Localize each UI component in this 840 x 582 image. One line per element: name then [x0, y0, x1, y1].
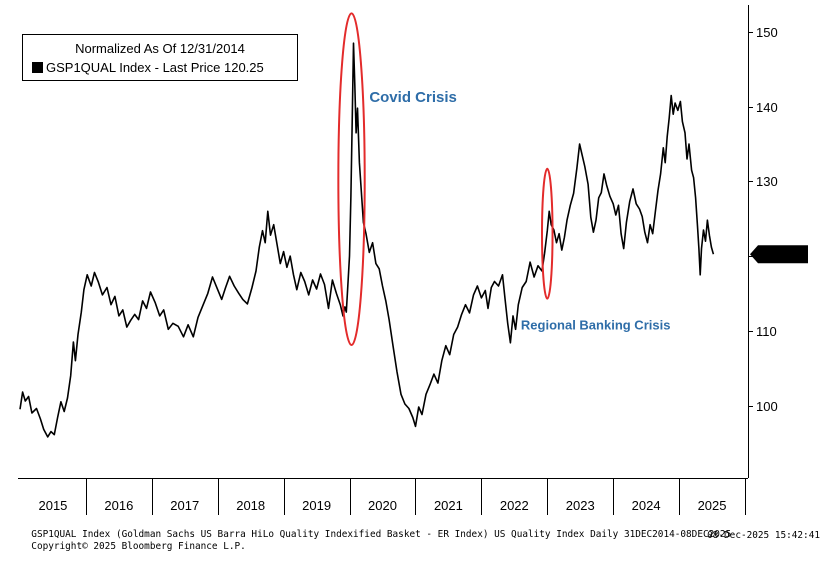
x-tick-label: 2018: [236, 498, 265, 513]
legend: Normalized As Of 12/31/2014 GSP1QUAL Ind…: [22, 34, 298, 81]
axes: [18, 5, 749, 479]
legend-title: Normalized As Of 12/31/2014: [75, 41, 245, 56]
regional-banking-crisis-label: Regional Banking Crisis: [521, 317, 671, 332]
highlight-layer: [337, 12, 554, 346]
x-tick-label: 2020: [368, 498, 397, 513]
last-price-tag-shape: [750, 245, 808, 264]
x-tick-label: 2021: [434, 498, 463, 513]
footer-source: GSP1QUAL Index (Goldman Sachs US Barra H…: [20, 518, 820, 540]
x-tick-label: 2023: [566, 498, 595, 513]
covid-crisis-label: Covid Crisis: [369, 89, 457, 106]
footer-copyright-row: Copyright© 2025 Bloomberg Finance L.P. 0…: [20, 530, 820, 563]
y-tick-label: 150: [756, 25, 778, 40]
last-price-tag: 120.25: [750, 245, 808, 264]
x-tick-label: 2017: [170, 498, 199, 513]
footer-copyright: Copyright© 2025 Bloomberg Finance L.P.: [31, 541, 246, 552]
x-tick-label: 2019: [302, 498, 331, 513]
series-layer: [19, 42, 715, 438]
y-tick-label: 100: [756, 399, 778, 414]
legend-entry: GSP1QUAL Index - Last Price 120.25: [32, 60, 264, 75]
x-tick-label: 2022: [500, 498, 529, 513]
x-tick-label: 2024: [632, 498, 661, 513]
y-tick-label: 140: [756, 100, 778, 115]
covid-crisis-highlight: [337, 12, 366, 346]
legend-swatch: [32, 62, 43, 73]
regional-banking-crisis-highlight: [541, 167, 554, 300]
footer-timestamp: 08-Dec-2025 15:42:41: [707, 530, 820, 541]
legend-entry-label: GSP1QUAL Index - Last Price 120.25: [46, 60, 264, 75]
price-line: [19, 42, 715, 438]
y-axis-ticks: 100110120130140150: [748, 25, 778, 414]
annotation-layer: Covid Crisis Regional Banking Crisis: [369, 89, 670, 332]
y-tick-label: 110: [756, 324, 777, 339]
last-price-label: 120.25: [760, 247, 800, 262]
x-tick-label: 2016: [104, 498, 133, 513]
x-tick-label: 2025: [698, 498, 727, 513]
footer-source-text: GSP1QUAL Index (Goldman Sachs US Barra H…: [31, 529, 732, 540]
y-tick-label: 130: [756, 174, 778, 189]
x-tick-label: 2015: [38, 498, 67, 513]
x-axis-ticks: 2015 2016 2017 2018 2019 2020 2021 2022 2023 2024…: [38, 478, 746, 515]
